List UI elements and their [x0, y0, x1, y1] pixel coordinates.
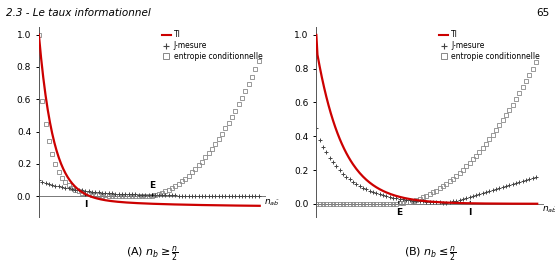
Legend: TI, J-mesure, entropie conditionnelle: TI, J-mesure, entropie conditionnelle — [162, 30, 263, 61]
Text: $n_{a\bar{b}}$: $n_{a\bar{b}}$ — [264, 197, 280, 207]
Text: $n_{a\bar{b}}$: $n_{a\bar{b}}$ — [542, 205, 555, 215]
Legend: TI, J-mesure, entropie conditionnelle: TI, J-mesure, entropie conditionnelle — [439, 30, 540, 61]
Text: 2.3 - Le taux informationnel: 2.3 - Le taux informationnel — [6, 8, 150, 18]
Text: (A) $n_b \geq \frac{n}{2}$: (A) $n_b \geq \frac{n}{2}$ — [126, 244, 179, 263]
Text: I: I — [84, 200, 87, 209]
Text: 65: 65 — [536, 8, 549, 18]
Text: (B) $n_b \leq \frac{n}{2}$: (B) $n_b \leq \frac{n}{2}$ — [403, 244, 457, 263]
Text: E: E — [149, 181, 156, 190]
Text: I: I — [468, 208, 472, 217]
Text: E: E — [396, 208, 402, 217]
